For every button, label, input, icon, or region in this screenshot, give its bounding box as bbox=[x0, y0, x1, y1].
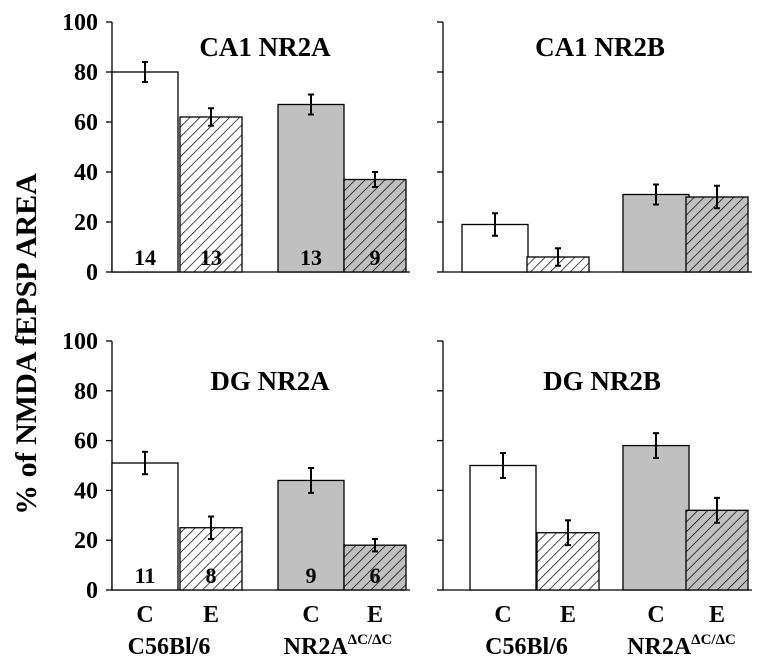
group-superscript: ΔC/ΔC bbox=[691, 632, 736, 648]
y-axis-label: % of NMDA fEPSP AREA bbox=[10, 173, 43, 515]
n-label: 14 bbox=[134, 245, 156, 270]
x-condition-label: E bbox=[203, 602, 219, 628]
panel-3: DG NR2B bbox=[437, 340, 752, 591]
bar-c56bl-6-e bbox=[179, 116, 243, 273]
n-label: 6 bbox=[370, 563, 381, 588]
bar-nr2a-c-c-e bbox=[685, 196, 749, 273]
group-name: C56Bl/6 bbox=[485, 634, 568, 659]
y-tick-label: 40 bbox=[74, 160, 98, 186]
y-tick-label: 100 bbox=[62, 329, 98, 355]
group-name: NR2A bbox=[627, 634, 692, 659]
panel-0: 0 20 40 60 80 100 CA1 NR2A 14 13 13 9 bbox=[62, 10, 410, 286]
panel-title: CA1 NR2B bbox=[535, 32, 665, 62]
bar-c56bl-6-c bbox=[469, 464, 537, 591]
x-group-label: C56Bl/6 bbox=[485, 634, 568, 659]
y-tick-label: 0 bbox=[86, 578, 98, 604]
y-tick-label: 60 bbox=[74, 110, 98, 136]
x-group-label: NR2AΔC/ΔC bbox=[627, 632, 736, 659]
bar-nr2a-c-c-c bbox=[622, 444, 690, 591]
x-condition-label: C bbox=[494, 602, 511, 628]
n-label: 13 bbox=[200, 245, 222, 270]
y-tick-label: 80 bbox=[74, 379, 98, 405]
n-label: 8 bbox=[206, 563, 217, 588]
bar-nr2a-c-c-e bbox=[343, 178, 407, 273]
x-condition-label: E bbox=[367, 602, 383, 628]
x-condition-label: C bbox=[136, 602, 153, 628]
bar-c56bl-6-c bbox=[111, 462, 179, 591]
x-condition-label: C bbox=[302, 602, 319, 628]
panel-title: CA1 NR2A bbox=[199, 32, 331, 62]
panel-1: CA1 NR2B bbox=[437, 21, 752, 273]
panel-title: DG NR2A bbox=[210, 366, 330, 396]
n-label: 9 bbox=[306, 563, 317, 588]
bar-nr2a-c-c-e bbox=[343, 544, 407, 591]
bar-c56bl-6-c bbox=[111, 71, 179, 273]
y-tick-label: 80 bbox=[74, 60, 98, 86]
panel-title: DG NR2B bbox=[543, 366, 661, 396]
x-group-label: NR2AΔC/ΔC bbox=[284, 632, 393, 659]
bar-nr2a-c-c-c bbox=[622, 193, 690, 273]
panel-2: 0 20 40 60 80 100 DG NR2A 11 8 9 6 bbox=[62, 329, 410, 604]
n-label: 9 bbox=[370, 245, 381, 270]
y-tick-label: 20 bbox=[74, 210, 98, 236]
x-condition-label: C bbox=[647, 602, 664, 628]
y-tick-label: 0 bbox=[86, 260, 98, 286]
bar-nr2a-c-c-c bbox=[277, 479, 345, 591]
x-condition-label: E bbox=[560, 602, 576, 628]
group-name: C56Bl/6 bbox=[128, 634, 211, 659]
group-name: NR2A bbox=[284, 634, 349, 659]
y-tick-label: 60 bbox=[74, 429, 98, 455]
n-label: 11 bbox=[135, 563, 156, 588]
group-superscript: ΔC/ΔC bbox=[348, 632, 393, 648]
y-tick-label: 40 bbox=[74, 478, 98, 504]
y-tick-label: 100 bbox=[62, 10, 98, 36]
x-condition-label: E bbox=[709, 602, 725, 628]
y-tick-label: 20 bbox=[74, 528, 98, 554]
n-label: 13 bbox=[300, 245, 322, 270]
x-group-label: C56Bl/6 bbox=[128, 634, 211, 659]
